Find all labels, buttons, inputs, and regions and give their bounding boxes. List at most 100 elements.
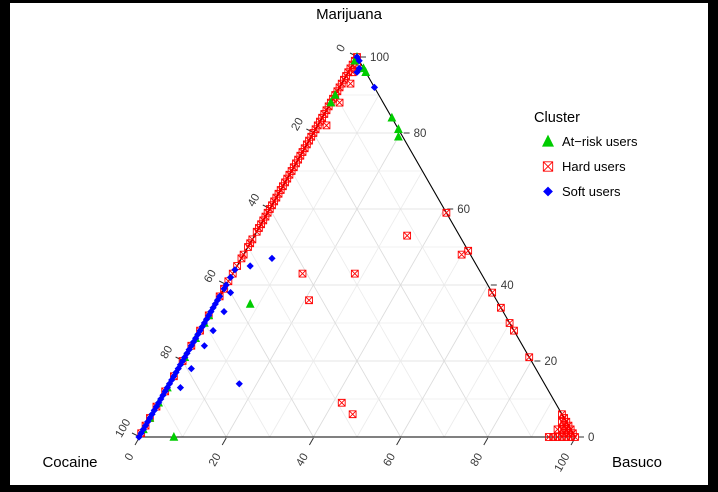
diamond-legend-icon — [543, 186, 553, 197]
point-soft-users — [231, 266, 239, 274]
point-soft-users — [226, 288, 235, 297]
point-hard-users — [505, 319, 514, 327]
point-hard-users — [305, 296, 313, 305]
gridline — [247, 246, 358, 438]
point-soft-users — [355, 57, 363, 65]
point-soft-users — [135, 433, 143, 441]
axis-layer: 0 0 0 20 20 20 40 40 40 60 60 60 80 80 80 100 100 100 — [113, 43, 594, 474]
gridline — [487, 360, 532, 438]
point-hard-users — [322, 121, 331, 130]
point-hard-users — [558, 410, 566, 419]
point-at-risk-users — [169, 431, 179, 441]
tick-label: 40 — [294, 452, 311, 469]
tick-label: 40 — [501, 280, 514, 292]
point-soft-users — [168, 376, 176, 384]
point-soft-users — [213, 296, 222, 304]
tick-label: 100 — [370, 52, 389, 64]
tick-label: 60 — [457, 204, 470, 216]
tick-label: 60 — [202, 268, 219, 285]
legend-label-hard-users: Hard users — [562, 159, 626, 174]
point-hard-users — [488, 288, 497, 297]
point-soft-users — [370, 83, 379, 92]
gridline — [291, 170, 445, 438]
gridline — [225, 284, 314, 438]
point-soft-users — [211, 300, 219, 308]
point-soft-users — [220, 307, 228, 316]
point-soft-users — [165, 380, 174, 388]
point-soft-users — [157, 395, 165, 403]
point-hard-users — [335, 98, 344, 107]
tick-label: 60 — [381, 452, 398, 469]
point-hard-users — [558, 417, 566, 426]
point-hard-users — [525, 353, 534, 362]
point-at-risk-users — [326, 97, 336, 107]
tick-label: 100 — [113, 417, 133, 440]
point-soft-users — [202, 315, 211, 323]
point-soft-users — [200, 319, 209, 327]
plot-background: 0 0 0 20 20 20 40 40 40 60 60 60 80 80 80 100 100 100 Mar… — [10, 3, 708, 485]
tick — [308, 437, 314, 446]
point-soft-users — [200, 342, 209, 350]
point-hard-users — [403, 231, 412, 240]
gridline — [182, 360, 227, 438]
point-soft-users — [144, 418, 152, 426]
point-soft-users — [209, 304, 217, 312]
legend-markers — [542, 134, 554, 197]
gridline — [204, 322, 271, 438]
point-soft-users — [220, 285, 228, 293]
gridline — [400, 284, 489, 438]
point-hard-users — [298, 269, 307, 278]
tick-label: 100 — [553, 452, 573, 475]
point-soft-users — [176, 361, 185, 369]
triangle-legend-icon — [542, 134, 554, 147]
point-soft-users — [353, 53, 361, 61]
point-hard-users — [457, 250, 466, 259]
point-soft-users — [187, 364, 195, 373]
legend: Cluster At−risk users Hard users Soft us… — [534, 110, 638, 199]
tick-label: 40 — [246, 192, 263, 209]
tick — [221, 437, 227, 446]
point-soft-users — [268, 254, 276, 263]
grid-layer — [160, 94, 554, 438]
point-soft-users — [159, 391, 167, 399]
gridline — [443, 322, 510, 438]
point-hard-users — [553, 425, 562, 434]
gridline — [269, 170, 423, 438]
point-soft-users — [222, 281, 230, 289]
crossed-square-legend-icon — [542, 161, 554, 172]
legend-label-at-risk-users: At−risk users — [562, 134, 638, 149]
tick-label: 0 — [588, 432, 594, 444]
gridline — [182, 94, 380, 438]
point-at-risk-users — [387, 112, 397, 122]
point-soft-users — [235, 380, 243, 388]
point-hard-users — [442, 208, 451, 217]
point-at-risk-users — [350, 55, 360, 65]
tick-label: 20 — [544, 356, 557, 368]
point-hard-users — [244, 243, 252, 251]
gridline — [160, 398, 183, 438]
point-soft-users — [170, 372, 178, 380]
tick — [483, 437, 489, 446]
point-soft-users — [148, 410, 156, 418]
point-at-risk-users — [245, 298, 255, 308]
point-soft-users — [178, 357, 187, 365]
point-soft-users — [189, 338, 198, 346]
point-hard-users — [510, 326, 518, 335]
point-soft-users — [198, 323, 206, 331]
point-hard-users — [337, 398, 346, 407]
point-hard-users — [237, 254, 246, 263]
point-soft-users — [187, 342, 195, 350]
point-layer — [135, 51, 579, 441]
gridline — [531, 398, 554, 438]
point-soft-users — [353, 68, 361, 76]
point-at-risk-users — [394, 124, 403, 133]
point-soft-users — [355, 64, 363, 73]
tick-label: 80 — [414, 128, 427, 140]
point-soft-users — [137, 429, 145, 437]
point-hard-users — [346, 79, 355, 88]
point-at-risk-users — [394, 131, 403, 141]
point-soft-users — [192, 334, 200, 342]
axis-label-marijuana: Marijuana — [316, 6, 383, 23]
axis-label-cocaine: Cocaine — [42, 454, 97, 471]
gridline — [356, 246, 467, 438]
